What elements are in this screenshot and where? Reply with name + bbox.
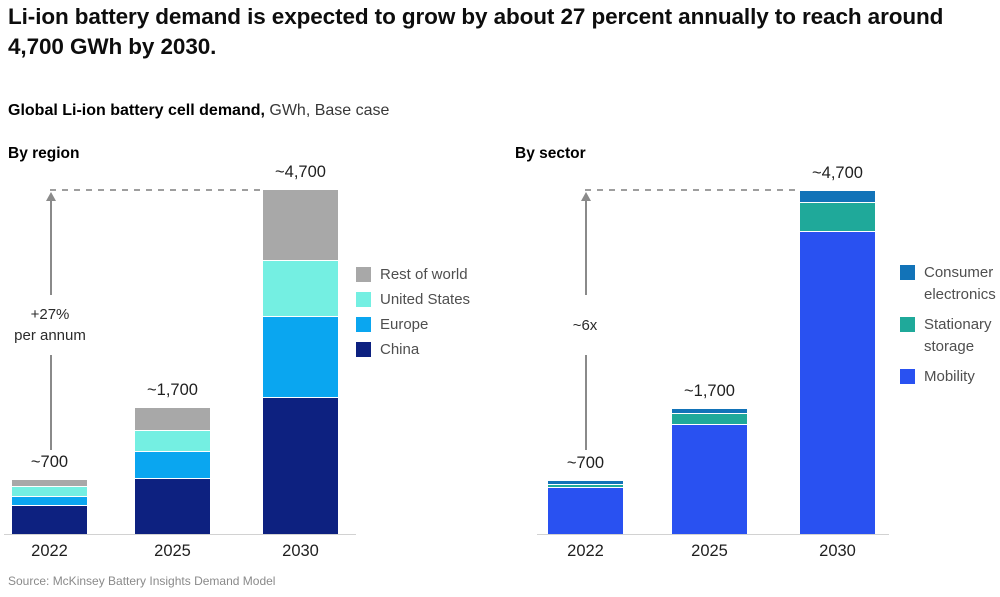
chart-by-sector: By sector ~700 2022 ~1,700 2025 ~4,700 2030 ~6…	[515, 145, 1000, 585]
arrow-line-upper	[585, 199, 587, 295]
dashed-target-line	[50, 189, 263, 191]
bar-total-label-2025: ~1,700	[684, 381, 735, 400]
x-axis-line	[4, 534, 356, 535]
bar-total-label-2030: ~4,700	[812, 164, 863, 182]
legend-label-stationary-storage: Stationary storage	[924, 316, 992, 355]
bar-segment-consumer-electronics	[548, 481, 623, 485]
legend-swatch-consumer-electronics	[900, 265, 915, 280]
legend-item-mobility: Mobility	[900, 366, 1000, 388]
bar-segment-united-states	[263, 260, 338, 316]
up-arrow-icon	[580, 192, 591, 201]
growth-annotation: +27% per annum	[0, 295, 110, 355]
arrow-line-lower	[585, 355, 587, 450]
legend-by-sector: Consumer electronics Stationary storage Mo…	[900, 262, 1000, 396]
legend-item-rest-of-world: Rest of world	[356, 264, 470, 286]
legend-label-mobility: Mobility	[924, 368, 975, 385]
legend-label-consumer-electronics: Consumer electronics	[924, 264, 996, 303]
chart-subtitle: Global Li-ion battery cell demand, GWh, …	[8, 102, 389, 120]
growth-annotation-line: ~6x	[572, 316, 598, 334]
source-note: Source: McKinsey Battery Insights Demand…	[8, 574, 276, 588]
legend-label-china: China	[380, 341, 420, 358]
stacked-bar-2022	[548, 481, 623, 534]
x-axis-label-2025: 2025	[691, 542, 728, 560]
arrow-line-lower	[50, 355, 52, 450]
stacked-bar-2022	[12, 480, 87, 534]
bar-segment-europe	[12, 496, 87, 506]
growth-annotation-line: +27%	[30, 306, 70, 323]
subtitle-bold-part: Global Li-ion battery cell demand,	[8, 102, 265, 119]
bar-segment-rest-of-world	[135, 407, 210, 431]
subtitle-unit-part: GWh, Base case	[264, 102, 390, 119]
bar-segment-stationary-storage	[800, 202, 875, 232]
legend-item-stationary-storage: Stationary storage	[900, 314, 1000, 358]
up-arrow-icon	[45, 192, 56, 201]
chart-by-region: By region ~700 2022 ~1,700 2025 ~4,700 2030 +2…	[4, 145, 493, 585]
legend-swatch-china	[356, 342, 371, 357]
bar-segment-mobility	[672, 425, 747, 534]
legend-label-united-states: United States	[380, 291, 471, 308]
stacked-bar-2030	[263, 190, 338, 534]
bar-segment-mobility	[548, 488, 623, 534]
chart-title-by-region: By region	[8, 145, 80, 162]
bar-total-label-2025: ~1,700	[147, 380, 198, 399]
legend-item-china: China	[356, 339, 470, 361]
bar-total-label-2022: ~700	[566, 454, 605, 473]
legend-swatch-stationary-storage	[900, 317, 915, 332]
bar-segment-stationary-storage	[548, 485, 623, 488]
bar-segment-consumer-electronics	[672, 408, 747, 413]
bar-segment-china	[135, 478, 210, 534]
legend-swatch-mobility	[900, 369, 915, 384]
legend-item-consumer-electronics: Consumer electronics	[900, 262, 1000, 306]
bar-segment-mobility	[800, 232, 875, 534]
x-axis-label-2022: 2022	[567, 542, 604, 560]
growth-annotation-line: per annum	[14, 327, 86, 344]
legend-label-rest-of-world: Rest of world	[380, 266, 468, 283]
bar-segment-united-states	[12, 487, 87, 496]
bar-segment-europe	[135, 451, 210, 478]
growth-annotation: ~6x	[525, 295, 645, 355]
legend-by-region: Rest of world United States Europe China	[356, 264, 470, 364]
bar-segment-china	[263, 397, 338, 534]
legend-swatch-europe	[356, 317, 371, 332]
bar-segment-consumer-electronics	[800, 191, 875, 202]
bar-segment-europe	[263, 316, 338, 397]
bar-segment-rest-of-world	[12, 480, 87, 486]
legend-item-united-states: United States	[356, 289, 470, 311]
x-axis-label-2025: 2025	[154, 542, 191, 560]
stacked-bar-2025	[135, 407, 210, 534]
legend-item-europe: Europe	[356, 314, 470, 336]
page-title: Li-ion battery demand is expected to gro…	[8, 4, 944, 59]
plot-area-by-region: ~700 2022 ~1,700 2025 ~4,700 2030 +27% per annu…	[4, 145, 493, 585]
bar-segment-stationary-storage	[672, 414, 747, 425]
legend-swatch-rest-of-world	[356, 267, 371, 282]
stacked-bar-2025	[672, 408, 747, 534]
x-axis-label-2030: 2030	[819, 542, 856, 560]
stacked-bar-2030	[800, 191, 875, 534]
chart-title-by-sector: By sector	[515, 145, 586, 162]
dashed-target-line	[585, 189, 800, 191]
x-axis-label-2022: 2022	[31, 542, 68, 560]
bar-segment-china	[12, 506, 87, 534]
x-axis-label-2030: 2030	[282, 542, 319, 560]
plot-area-by-sector: ~700 2022 ~1,700 2025 ~4,700 2030 ~6x	[515, 145, 1000, 585]
legend-swatch-united-states	[356, 292, 371, 307]
bar-total-label-2030: ~4,700	[275, 163, 326, 181]
bar-segment-united-states	[135, 431, 210, 451]
legend-label-europe: Europe	[380, 316, 429, 333]
bar-segment-rest-of-world	[263, 190, 338, 260]
x-axis-line	[537, 534, 889, 535]
bar-total-label-2022: ~700	[30, 453, 69, 472]
arrow-line-upper	[50, 199, 52, 295]
